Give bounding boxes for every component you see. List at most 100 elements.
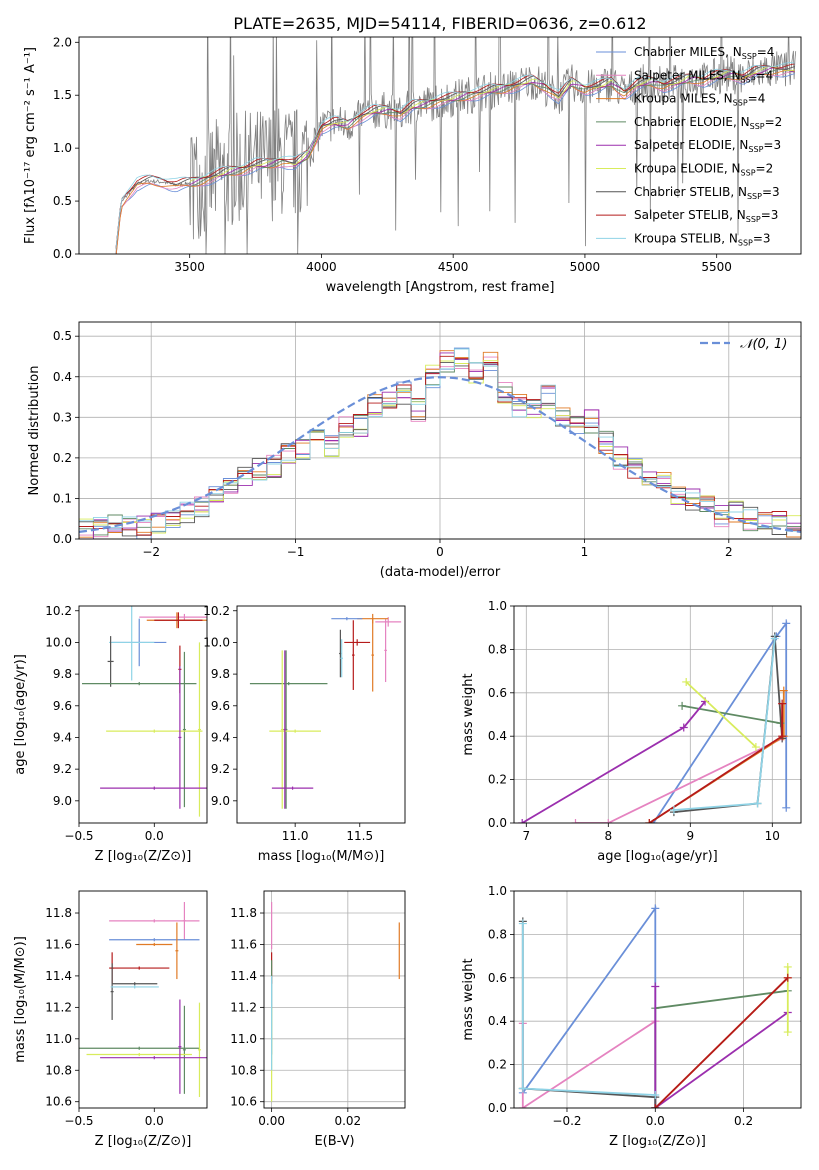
weight-marker-salpeter_miles: [604, 819, 613, 823]
weight-marker-kroupa_stelib: [518, 919, 527, 928]
legend-label: Kroupa MILES, NSSP=4: [634, 92, 765, 108]
y-tick-label: 10.6: [45, 1095, 72, 1109]
weight-marker-salpeter_miles: [518, 1104, 527, 1108]
legend-label-sub: SSP: [742, 52, 757, 61]
axes-frame: [236, 605, 406, 824]
y-tick-label: 10.6: [230, 1095, 257, 1109]
weight-marker-salpeter_elodie: [651, 982, 660, 991]
legend-label: Kroupa STELIB, NSSP=3: [634, 231, 771, 247]
weight-marker-salpeter_miles: [571, 819, 580, 823]
panels: 3500 4000 4500 5000 5500 0.0 0.5 1.0 1.5 2.0 wavel…: [13, 35, 802, 1149]
x-tick-label: 0.0: [145, 829, 164, 843]
x-tick-label: 11.5: [346, 829, 373, 843]
legend-label-suffix: =3: [763, 138, 781, 152]
y-tick-label: 0.2: [488, 1058, 507, 1072]
residuals-plot-area: [79, 347, 801, 539]
y-tick-label: 0.8: [488, 642, 507, 656]
weight-marker-salpeter_stelib: [651, 1104, 660, 1108]
y-tick-label: 0.4: [488, 729, 507, 743]
y-tick-label: 10.0: [45, 635, 72, 649]
normal-distribution-curve: [79, 376, 801, 533]
x-axis-label: Z [log₁₀(Z/Z⊙)]: [609, 1134, 706, 1149]
model-line-kroupa_stelib: [115, 62, 795, 250]
y-tick-label: 11.8: [230, 906, 257, 920]
x-tick-label: 0.0: [646, 1114, 665, 1128]
mass_vs_ebv-plot-area: [271, 902, 400, 1102]
legend-label-suffix: =3: [761, 208, 779, 222]
x-tick-label: 7: [522, 829, 530, 843]
x-tick-label: 11.0: [282, 829, 309, 843]
weight-marker-kroupa_stelib: [651, 1090, 660, 1099]
weight_vs_age-plot-area: [518, 619, 791, 823]
legend-label: Salpeter STELIB, NSSP=3: [634, 208, 778, 224]
x-axis-label: Z [log₁₀(Z/Z⊙)]: [95, 1134, 192, 1149]
y-tick-label: 1.0: [53, 141, 72, 155]
legend-label-sub: SSP: [750, 122, 765, 131]
x-tick-label: 9: [686, 829, 694, 843]
y-axis-label: mass weight: [461, 673, 476, 755]
weight_vs_z-plot-area: [518, 904, 792, 1108]
weight-marker-kroupa_elodie: [783, 1028, 792, 1037]
legend-label-suffix: =4: [757, 45, 775, 59]
y-tick-label: 9.4: [53, 730, 72, 744]
legend-label-suffix: =4: [756, 68, 774, 82]
y-tick-label: 2.0: [53, 35, 72, 49]
weight_vs_z-panel: −0.2 0.0 0.2 0.0 0.2 0.4 0.6 0.8 1.0 Z [log₁₀(Z/Z…: [461, 884, 802, 1149]
y-axis-label: age [log₁₀(age/yr)]: [13, 654, 28, 775]
weight-marker-kroupa_miles: [779, 686, 788, 695]
legend-label-main: Chabrier ELODIE, N: [634, 115, 750, 129]
legend-label-main: Chabrier MILES, N: [634, 45, 742, 59]
weight-marker-chabrier_miles: [782, 803, 791, 812]
legend-label-suffix: =2: [756, 162, 774, 176]
y-tick-label: 0.8: [488, 927, 507, 941]
x-tick-label: 0.00: [258, 1114, 285, 1128]
x-tick-label: 1: [581, 545, 589, 559]
axes-frame: [513, 605, 802, 824]
legend-label-sub: SSP: [741, 75, 756, 84]
mass_vs_ebv-panel: 0.00 0.02 10.6 10.8 11.0 11.2 11.4 11.6 11.8 E(B-…: [230, 890, 406, 1149]
y-tick-label: 11.2: [230, 1000, 257, 1014]
residuals-legend: 𝒩(0, 1): [700, 337, 787, 352]
x-axis-label: Z [log₁₀(Z/Z⊙)]: [95, 849, 192, 864]
age_vs_mass-plot-area: [249, 613, 402, 809]
x-tick-label: 2: [725, 545, 733, 559]
figure-title: PLATE=2635, MJD=54114, FIBERID=0636, z=0…: [233, 14, 646, 33]
weight-marker-chabrier_miles: [782, 619, 791, 628]
weight-marker-kroupa_elodie: [751, 743, 760, 752]
legend-label: Salpeter MILES, NSSP=4: [634, 68, 773, 84]
x-tick-label: 0.0: [145, 1114, 164, 1128]
legend-label-suffix: =3: [762, 185, 780, 199]
y-tick-label: 1.0: [488, 599, 507, 613]
y-tick-label: 0.0: [488, 1101, 507, 1115]
weight-line-chabrier_miles: [652, 620, 788, 823]
weight-line-salpeter_stelib: [654, 977, 789, 1108]
weight-marker-kroupa_stelib: [753, 799, 762, 808]
x-axis-label: age [log₁₀(age/yr)]: [597, 849, 718, 864]
axes-frame: [513, 890, 802, 1109]
weight-marker-salpeter_stelib: [645, 819, 654, 823]
y-tick-label: 1.5: [53, 88, 72, 102]
x-tick-label: 4000: [306, 260, 337, 274]
age_vs_mass-panel: 11.0 11.5 9.0 9.2 9.4 9.6 9.8 10.0 10.2 mass [log…: [203, 604, 406, 864]
legend-label-main: Kroupa MILES, N: [634, 92, 733, 106]
y-tick-label: 0.2: [488, 773, 507, 787]
weight-marker-chabrier_miles: [651, 904, 660, 913]
legend-label: Chabrier STELIB, NSSP=3: [634, 185, 780, 201]
weight-marker-kroupa_stelib: [669, 805, 678, 814]
y-tick-label: 10.8: [230, 1063, 257, 1077]
x-tick-label: −0.5: [64, 829, 93, 843]
weight-marker-kroupa_elodie: [682, 677, 691, 686]
histogram-kroupa_stelib: [79, 348, 801, 539]
y-tick-label: 0.6: [488, 971, 507, 985]
weight-marker-salpeter_elodie: [518, 819, 527, 823]
y-tick-label: 9.2: [53, 762, 72, 776]
axes-frame: [78, 321, 802, 540]
y-tick-label: 11.2: [45, 1000, 72, 1014]
y-tick-label: 0.1: [53, 491, 72, 505]
x-tick-label: 5000: [570, 260, 601, 274]
x-tick-label: 0.02: [334, 1114, 361, 1128]
x-tick-label: 8: [604, 829, 612, 843]
legend-label: Chabrier ELODIE, NSSP=2: [634, 115, 782, 131]
